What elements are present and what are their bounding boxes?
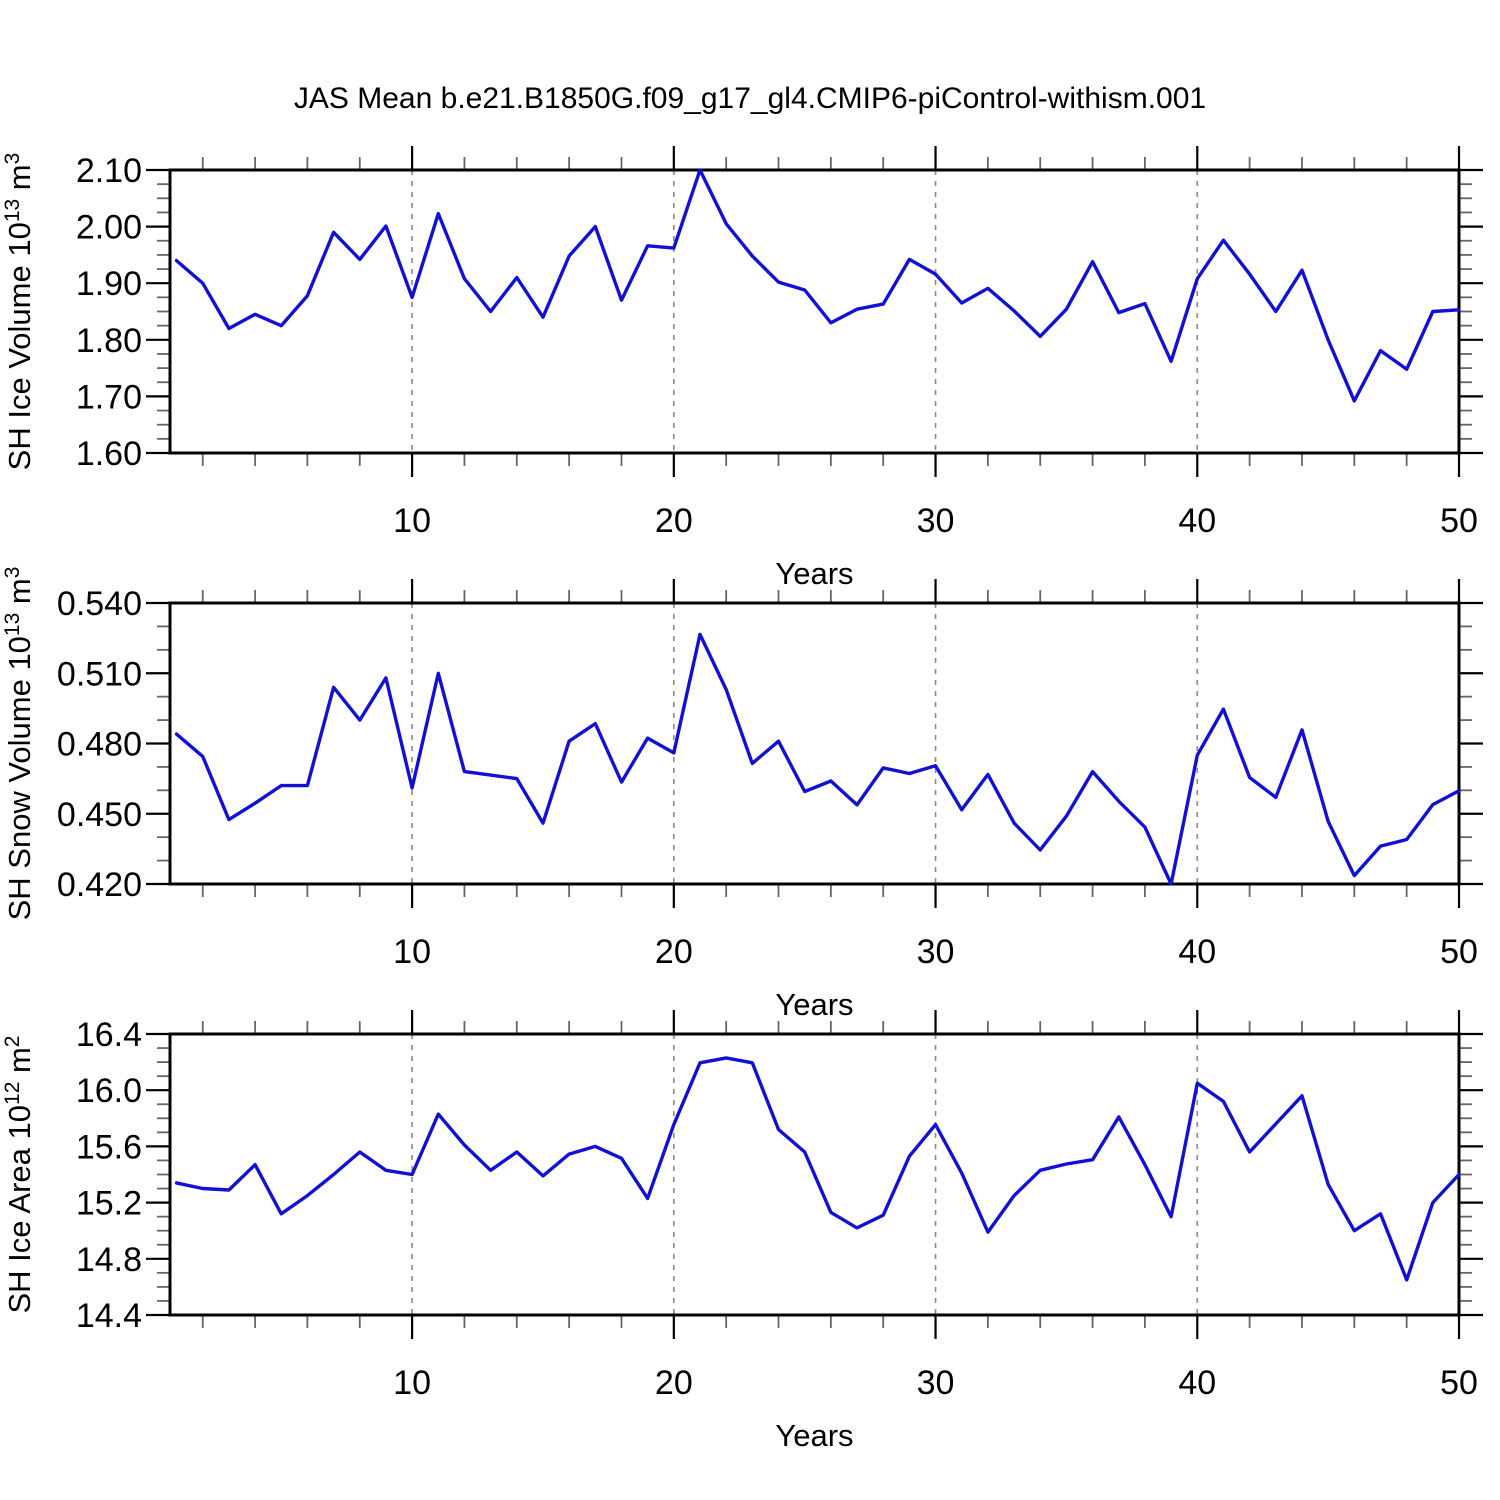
plot-box: [168, 601, 1461, 886]
y-tick-label: 0.510: [57, 655, 142, 693]
y-tick-label: 2.10: [76, 152, 142, 190]
x-tick-label: 20: [655, 933, 693, 971]
plot-box: [168, 168, 1461, 455]
x-tick-label: 40: [1178, 933, 1216, 971]
series-line-sh-ice-volume: [174, 168, 1461, 403]
plot-title: JAS Mean b.e21.B1850G.f09_g17_gl4.CMIP6-…: [293, 82, 1207, 115]
y-tick-label: 2.00: [76, 209, 142, 247]
xaxis-title-panel-2: Years: [775, 987, 854, 1022]
x-tick-label: 30: [917, 1364, 955, 1402]
y-tick-label: 1.80: [76, 322, 142, 360]
y-tick-label: 1.90: [76, 265, 142, 303]
series-line-sh-snow-volume: [174, 632, 1461, 886]
y-tick-label: 1.70: [76, 378, 142, 416]
panel-sh-snow-volume: 10 20 30 40 50 0.420 0.450 0.480 0.510 0.540 SH Sn…: [1, 567, 1483, 971]
y-tick-label: 14.8: [76, 1241, 142, 1279]
x-tick-label: 10: [393, 1364, 431, 1402]
y-tick-label: 0.480: [57, 726, 142, 764]
x-tick-label: 50: [1440, 502, 1478, 540]
x-tick-label: 10: [393, 502, 431, 540]
x-tick-label: 10: [393, 933, 431, 971]
x-tick-label: 40: [1178, 502, 1216, 540]
x-tick-label: 50: [1440, 1364, 1478, 1402]
y-tick-label: 0.420: [57, 866, 142, 904]
y-tick-label: 0.540: [57, 585, 142, 623]
y-tick-label: 0.450: [57, 796, 142, 834]
y-axis-title-sh-ice-volume: SH Ice Volume 1013 m3: [1, 153, 37, 471]
x-tick-label: 20: [655, 502, 693, 540]
y-axis-title-sh-snow-volume: SH Snow Volume 1013 m3: [1, 567, 37, 921]
panel-sh-ice-volume: 10 20 30 40 50 1.60 1.70 1.80 1.90 2.00 2.10 SH Ice…: [1, 146, 1483, 540]
y-axis-title-sh-ice-area: SH Ice Area 1012 m2: [1, 1036, 37, 1314]
x-tick-label: 40: [1178, 1364, 1216, 1402]
x-tick-label: 20: [655, 1364, 693, 1402]
x-tick-label: 30: [917, 933, 955, 971]
panel-sh-ice-area: 10 20 30 40 50 14.4 14.8 15.2 15.6 16.0 16.4 SH Ice…: [1, 1010, 1483, 1402]
y-tick-label: 1.60: [76, 435, 142, 473]
y-tick-label: 16.0: [76, 1072, 142, 1110]
x-tick-label: 50: [1440, 933, 1478, 971]
y-tick-label: 15.6: [76, 1128, 142, 1166]
xaxis-title-panel-3: Years: [775, 1418, 854, 1453]
xaxis-title-panel-1: Years: [775, 556, 854, 591]
y-tick-label: 14.4: [76, 1297, 142, 1335]
y-tick-label: 15.2: [76, 1185, 142, 1223]
series-line-sh-ice-area: [174, 1056, 1461, 1282]
x-tick-label: 30: [917, 502, 955, 540]
y-tick-label: 16.4: [76, 1016, 142, 1054]
